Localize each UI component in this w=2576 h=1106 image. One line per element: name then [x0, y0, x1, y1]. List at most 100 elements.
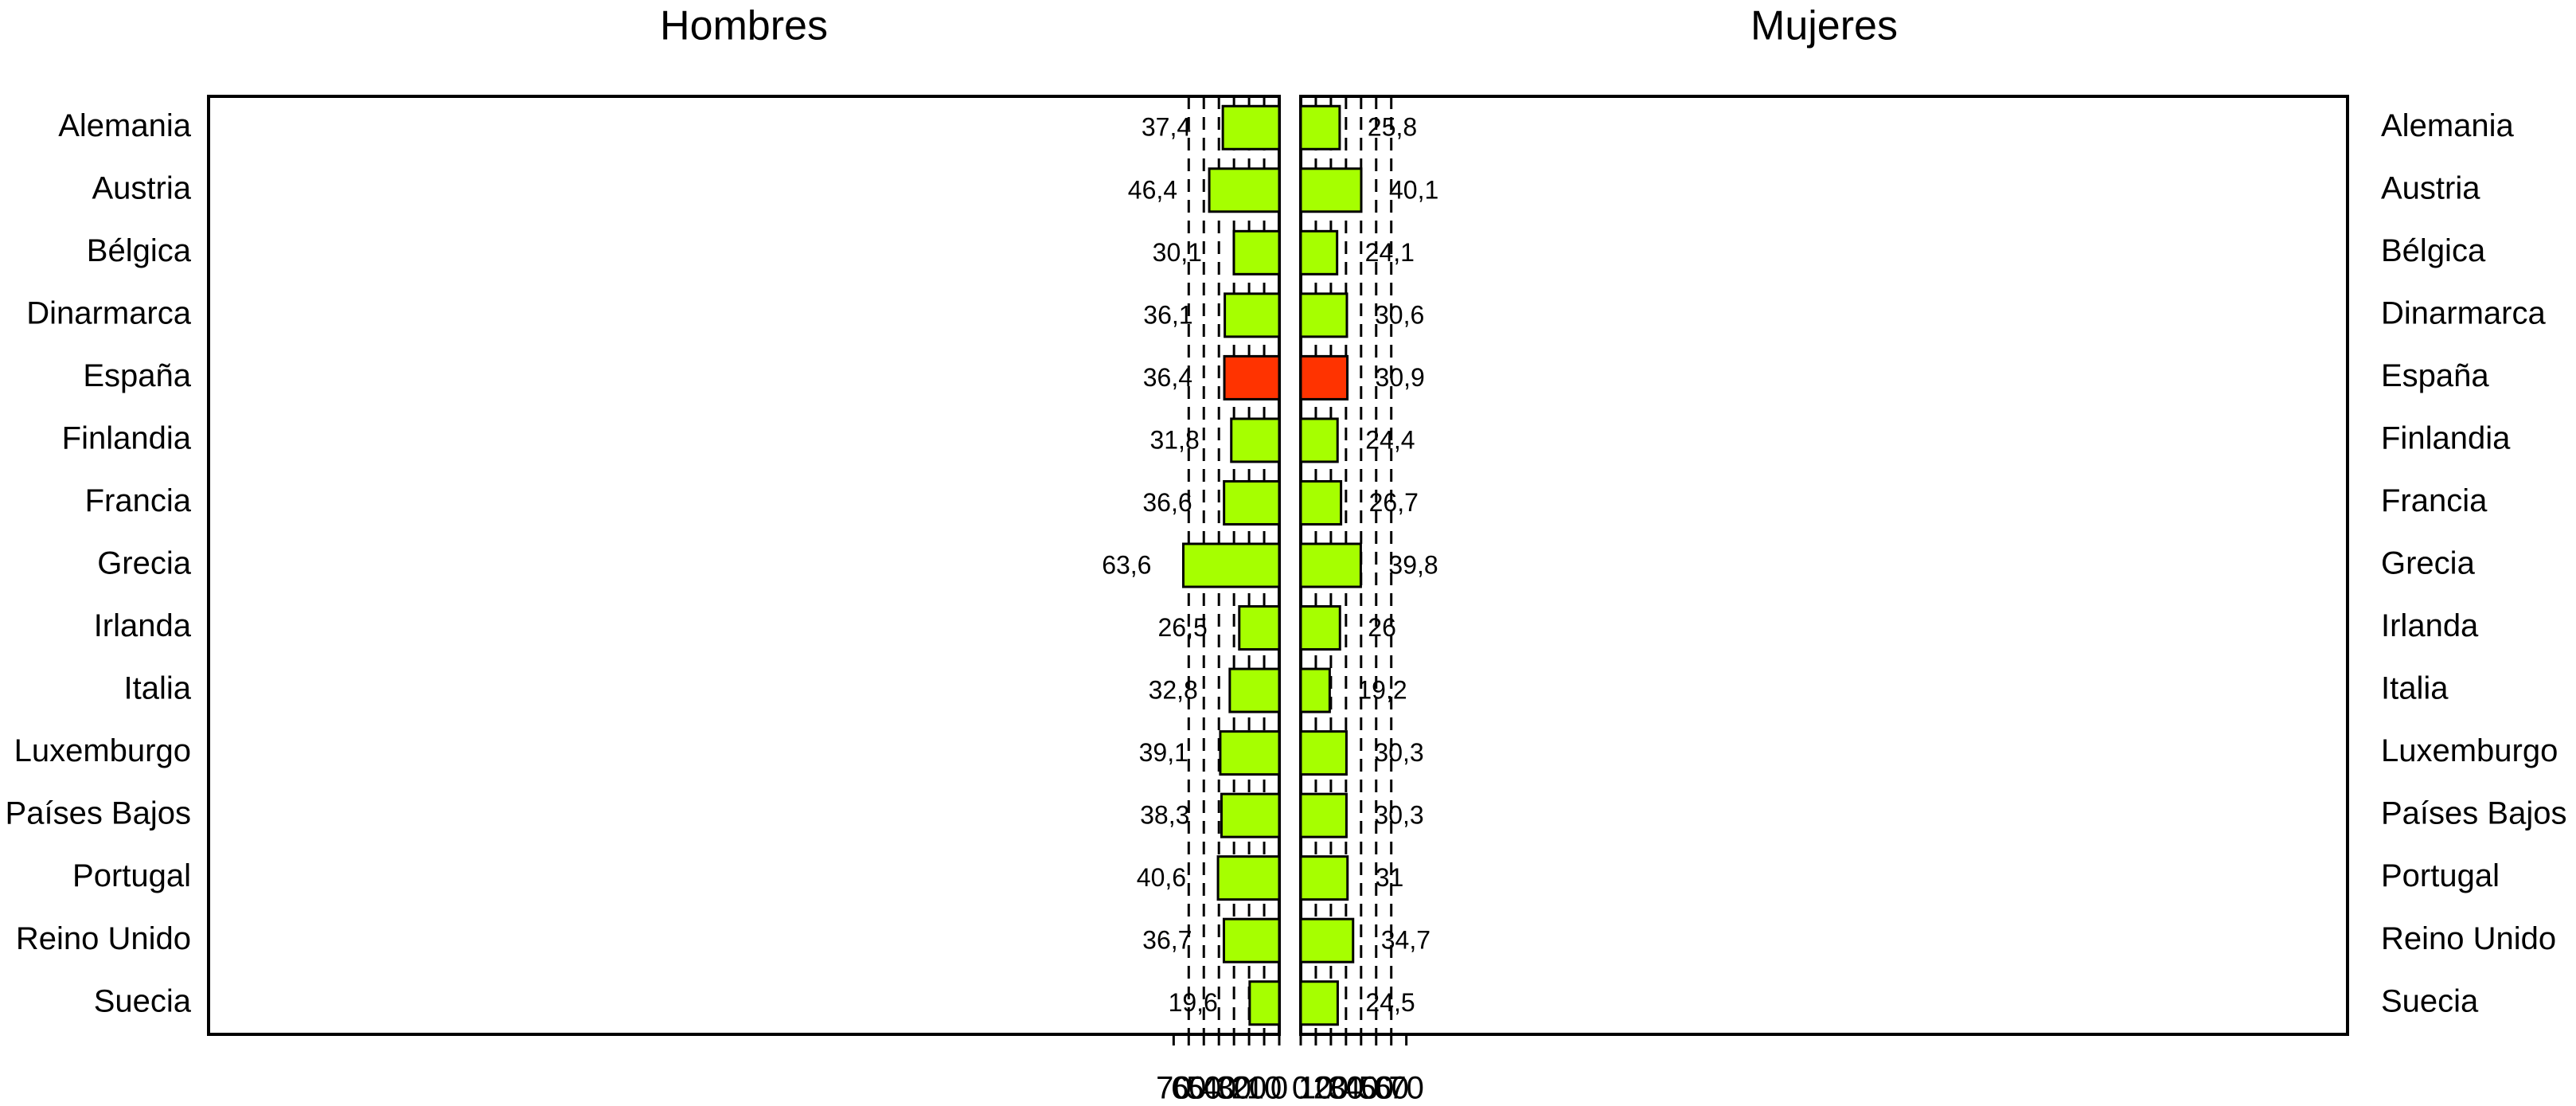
category-label-left: Irlanda — [94, 608, 192, 643]
left-bar — [1221, 104, 1281, 150]
category-label-right: España — [2381, 358, 2489, 393]
category-label-left: España — [83, 358, 191, 393]
right-bar — [1299, 354, 1349, 401]
right-bar — [1299, 167, 1363, 213]
x-tick-label: 30 — [1216, 1071, 1252, 1106]
category-label-left: Bélgica — [87, 233, 192, 268]
right-bar — [1299, 855, 1349, 901]
right-bar — [1299, 229, 1339, 276]
category-label-right: Países Bajos — [2381, 796, 2566, 831]
data-label: 26,7 — [1369, 488, 1419, 517]
left-bar — [1223, 479, 1281, 526]
data-label: 19,6 — [1169, 988, 1218, 1017]
left-bar — [1238, 605, 1281, 651]
x-tick-label: 50 — [1186, 1071, 1222, 1106]
x-tick-label: 20 — [1313, 1071, 1349, 1106]
left-bar — [1208, 167, 1281, 213]
category-label-right: Bélgica — [2381, 233, 2486, 268]
data-label: 34,7 — [1381, 926, 1430, 955]
data-label: 31 — [1376, 863, 1404, 892]
left-bar — [1220, 792, 1281, 838]
left-bar — [1223, 354, 1281, 401]
category-label-left: Países Bajos — [6, 796, 191, 831]
data-label: 26 — [1368, 613, 1396, 642]
data-label: 24,1 — [1365, 238, 1415, 267]
category-label-right: Grecia — [2381, 546, 2476, 581]
category-label-right: Suecia — [2381, 983, 2479, 1018]
right-bar — [1299, 980, 1339, 1026]
x-tick-label: 70 — [1388, 1071, 1424, 1106]
right-bar — [1299, 479, 1343, 526]
x-tick-label: 10 — [1247, 1071, 1282, 1106]
x-tick-label: 10 — [1298, 1071, 1334, 1106]
data-label: 31,8 — [1149, 425, 1199, 454]
x-tick-label: 60 — [1373, 1071, 1409, 1106]
category-label-right: Portugal — [2381, 858, 2500, 893]
data-label: 19,2 — [1357, 676, 1407, 705]
right-bar — [1299, 104, 1341, 150]
data-label: 46,4 — [1128, 175, 1177, 204]
right-bar — [1299, 417, 1339, 463]
x-tick-label: 70 — [1156, 1071, 1192, 1106]
category-label-left: Grecia — [97, 546, 192, 581]
right-plot-frame — [1299, 95, 2349, 1036]
data-label: 36,4 — [1143, 363, 1192, 392]
data-label: 40,1 — [1389, 175, 1438, 204]
category-label-right: Reino Unido — [2381, 921, 2556, 956]
data-label: 36,1 — [1143, 300, 1192, 329]
data-label: 39,8 — [1388, 550, 1438, 579]
mujeres-panel: Mujeres 25,8 40,1 24,1 30,6 30,9 24,4 26,7 39,8 2… — [1292, 3, 2349, 1106]
data-label: 25,8 — [1368, 113, 1417, 142]
left-bar — [1216, 855, 1281, 901]
data-label: 39,1 — [1139, 738, 1188, 767]
data-label: 30,9 — [1376, 363, 1425, 392]
x-tick-label: 20 — [1231, 1071, 1267, 1106]
data-label: 40,6 — [1137, 863, 1186, 892]
left-bar — [1230, 417, 1281, 463]
category-label-left: Finlandia — [62, 420, 192, 455]
left-bar — [1219, 730, 1281, 776]
right-bar — [1299, 792, 1348, 838]
category-label-right: Irlanda — [2381, 608, 2479, 643]
data-label: 26,5 — [1158, 613, 1208, 642]
category-label-left: Reino Unido — [16, 921, 191, 956]
left-bar — [1248, 980, 1281, 1026]
category-label-left: Suecia — [94, 983, 192, 1018]
hombres-panel: Hombres 37,4 46,4 30,1 36,1 36,4 31,8 36,6 63,6 2… — [207, 3, 1288, 1106]
x-tick-label: 60 — [1171, 1071, 1207, 1106]
data-label: 30,6 — [1375, 300, 1424, 329]
category-label-right: Francia — [2381, 483, 2488, 518]
left-bar — [1224, 292, 1281, 338]
left-bar — [1222, 917, 1281, 963]
data-label: 32,8 — [1149, 676, 1198, 705]
left-bar — [1232, 229, 1281, 276]
right-bar — [1299, 292, 1348, 338]
category-label-right: Alemania — [2381, 108, 2515, 143]
data-label: 30,3 — [1374, 738, 1423, 767]
data-label: 30,1 — [1153, 238, 1202, 267]
data-label: 24,5 — [1365, 988, 1415, 1017]
x-tick-label: 40 — [1201, 1071, 1237, 1106]
data-label: 30,3 — [1374, 801, 1423, 830]
data-label: 63,6 — [1102, 550, 1151, 579]
category-labels: Alemania Alemania Austria Austria Bélgica Bél… — [6, 108, 2567, 1018]
x-tick-label: 50 — [1359, 1071, 1395, 1106]
left-bar — [1228, 667, 1281, 713]
right-panel-title: Mujeres — [1751, 3, 1898, 49]
right-bar — [1299, 667, 1331, 713]
right-bar — [1299, 730, 1348, 776]
category-label-right: Dinarmarca — [2381, 295, 2546, 330]
data-label: 37,4 — [1142, 113, 1191, 142]
left-panel-title: Hombres — [660, 3, 828, 49]
category-label-left: Alemania — [58, 108, 192, 143]
left-bar — [1181, 542, 1281, 588]
category-label-left: Dinarmarca — [26, 295, 191, 330]
category-label-left: Portugal — [72, 858, 191, 893]
data-label: 38,3 — [1140, 801, 1189, 830]
category-label-right: Finlandia — [2381, 420, 2511, 455]
right-bar — [1299, 917, 1355, 963]
data-label: 24,4 — [1365, 425, 1415, 454]
category-label-right: Austria — [2381, 170, 2480, 205]
x-tick-label: 30 — [1329, 1071, 1364, 1106]
